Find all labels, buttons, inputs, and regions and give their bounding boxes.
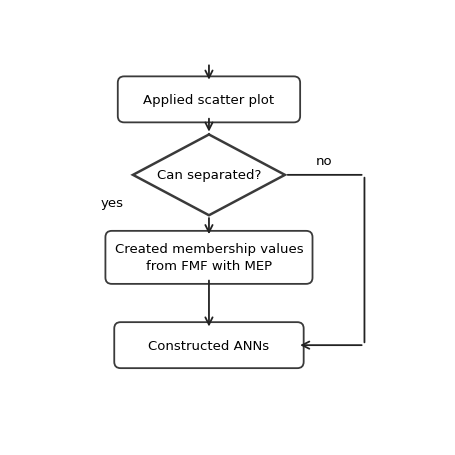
FancyBboxPatch shape (105, 231, 312, 284)
Text: Can separated?: Can separated? (157, 169, 261, 182)
Text: Constructed ANNs: Constructed ANNs (148, 339, 269, 352)
Text: Created membership values
from FMF with MEP: Created membership values from FMF with … (114, 243, 303, 273)
FancyBboxPatch shape (117, 77, 299, 123)
Text: yes: yes (100, 197, 123, 210)
Text: Applied scatter plot: Applied scatter plot (143, 94, 274, 106)
Polygon shape (133, 135, 284, 216)
Text: no: no (315, 155, 331, 168)
FancyBboxPatch shape (114, 323, 303, 369)
